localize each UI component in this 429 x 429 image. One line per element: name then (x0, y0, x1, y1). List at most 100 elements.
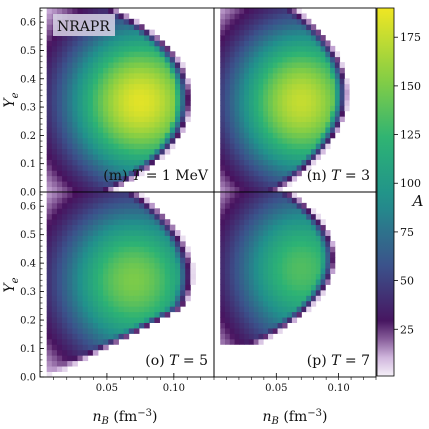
heatmap-cell (296, 127, 302, 133)
heatmap-cell (46, 8, 53, 14)
heatmap-cell (291, 159, 298, 166)
heatmap-cell (277, 235, 283, 242)
heatmap-cell (108, 181, 114, 187)
heatmap-cell (82, 78, 89, 85)
heatmap-cell (72, 40, 78, 47)
heatmap-cell (310, 154, 317, 160)
heatmap-cell (46, 132, 53, 139)
heatmap-cell (282, 181, 288, 187)
heatmap-cell (263, 306, 269, 313)
heatmap-cell (56, 213, 63, 220)
heatmap-cell (56, 148, 63, 155)
heatmap-cell (72, 289, 78, 296)
heatmap-cell (287, 192, 293, 198)
heatmap-cell (113, 328, 119, 334)
heatmap-cell (62, 40, 68, 47)
heatmap-cell (253, 121, 259, 128)
heatmap-cell (268, 219, 274, 226)
heatmap-cell (159, 279, 166, 285)
heatmap-cell (239, 219, 245, 226)
heatmap-cell (258, 224, 264, 231)
heatmap-cell (133, 300, 140, 307)
heatmap-cell (315, 105, 321, 112)
heatmap-cell (56, 186, 63, 193)
heatmap-cell (103, 230, 109, 236)
heatmap-cell (263, 322, 269, 329)
heatmap-cell (128, 127, 135, 133)
heatmap-cell (244, 127, 250, 133)
heatmap-cell (263, 159, 269, 166)
heatmap-cell (287, 24, 293, 31)
heatmap-cell (144, 279, 150, 285)
heatmap-cell (51, 121, 58, 128)
heatmap-cell (144, 45, 150, 52)
heatmap-cell (56, 360, 63, 367)
heatmap-cell (87, 89, 94, 95)
heatmap-cell (139, 110, 145, 117)
heatmap-cell (306, 72, 312, 79)
heatmap-cell (296, 67, 302, 74)
heatmap-cell (72, 110, 78, 117)
heatmap-cell (118, 121, 125, 128)
heatmap-cell (98, 300, 104, 307)
heatmap-cell (268, 24, 274, 31)
heatmap-cell (234, 78, 240, 85)
heatmap-cell (67, 100, 73, 106)
heatmap-cell (51, 51, 58, 58)
heatmap-cell (234, 116, 240, 123)
heatmap-cell (248, 306, 255, 313)
heatmap-cell (239, 143, 245, 150)
heatmap-cell (164, 300, 171, 307)
heatmap-cell (113, 208, 119, 215)
heatmap-cell (220, 328, 226, 334)
heatmap-cell (139, 246, 145, 253)
heatmap-cell (98, 143, 104, 150)
heatmap-cell (301, 29, 307, 36)
colorbar-tick-label: 125 (400, 129, 421, 142)
heatmap-cell (123, 159, 130, 166)
heatmap-cell (56, 338, 63, 345)
heatmap-cell (248, 230, 255, 236)
heatmap-cell (258, 83, 264, 90)
heatmap-cell (56, 56, 63, 63)
heatmap-cell (229, 110, 235, 117)
heatmap-cell (258, 89, 264, 95)
heatmap-cell (180, 110, 186, 117)
heatmap-cell (234, 202, 240, 209)
heatmap-cell (229, 164, 235, 171)
heatmap-cell (123, 137, 130, 144)
heatmap-cell (253, 246, 259, 253)
heatmap-cell (287, 127, 293, 133)
heatmap-cell (268, 100, 274, 106)
heatmap-cell (118, 45, 125, 52)
heatmap-cell (169, 273, 176, 280)
heatmap-cell (92, 317, 99, 323)
heatmap-cell (67, 284, 73, 291)
heatmap-cell (229, 100, 235, 106)
heatmap-cell (229, 137, 235, 144)
heatmap-cell (133, 116, 140, 123)
heatmap-cell (82, 268, 89, 275)
heatmap-cell (92, 279, 99, 285)
heatmap-cell (282, 159, 288, 166)
heatmap-cell (287, 13, 293, 20)
heatmap-cell (56, 289, 63, 296)
heatmap-cell (169, 67, 176, 74)
heatmap-cell (330, 240, 336, 247)
heatmap-cell (272, 45, 278, 52)
heatmap-cell (123, 175, 130, 182)
heatmap-cell (282, 224, 288, 231)
heatmap-cell (234, 29, 240, 36)
heatmap-cell (103, 306, 109, 313)
heatmap-cell (144, 143, 150, 150)
heatmap-cell (277, 29, 283, 36)
heatmap-cell (154, 100, 160, 106)
heatmap-cell (92, 202, 99, 209)
heatmap-cell (123, 67, 130, 74)
heatmap-cell (239, 45, 245, 52)
heatmap-cell (128, 246, 135, 253)
heatmap-cell (301, 202, 307, 209)
heatmap-cell (229, 29, 235, 36)
heatmap-cell (118, 170, 125, 177)
heatmap-cell (282, 132, 288, 139)
